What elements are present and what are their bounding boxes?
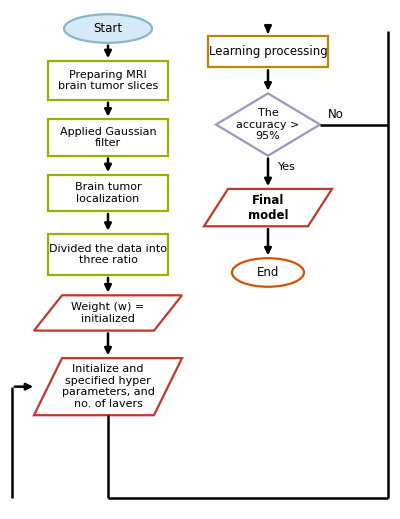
Text: Final
model: Final model (248, 194, 288, 222)
Bar (48, 61, 168, 100)
Text: Weight (w) =
initialized: Weight (w) = initialized (71, 302, 145, 324)
Polygon shape (216, 93, 320, 156)
Bar (208, 36, 328, 67)
Ellipse shape (232, 258, 304, 286)
Text: Applied Gaussian
filter: Applied Gaussian filter (60, 127, 156, 148)
Text: Brain tumor
localization: Brain tumor localization (75, 182, 141, 204)
Text: End: End (257, 266, 279, 279)
Text: Divided the data into
three ratio: Divided the data into three ratio (49, 243, 167, 265)
Text: Preparing MRI
brain tumor slices: Preparing MRI brain tumor slices (58, 70, 158, 91)
Ellipse shape (64, 15, 152, 43)
Text: Start: Start (94, 22, 122, 35)
Bar (48, 119, 168, 156)
Polygon shape (34, 358, 182, 415)
Bar (48, 175, 168, 211)
Text: No: No (328, 108, 344, 121)
Text: The
accuracy >
95%: The accuracy > 95% (236, 108, 300, 141)
Text: Learning processing: Learning processing (209, 45, 327, 59)
Bar (48, 234, 168, 275)
Polygon shape (204, 189, 332, 226)
Polygon shape (34, 295, 182, 331)
Text: Yes: Yes (278, 162, 296, 172)
Text: Initialize and
specified hyper
parameters, and
no. of lavers: Initialize and specified hyper parameter… (62, 364, 154, 409)
